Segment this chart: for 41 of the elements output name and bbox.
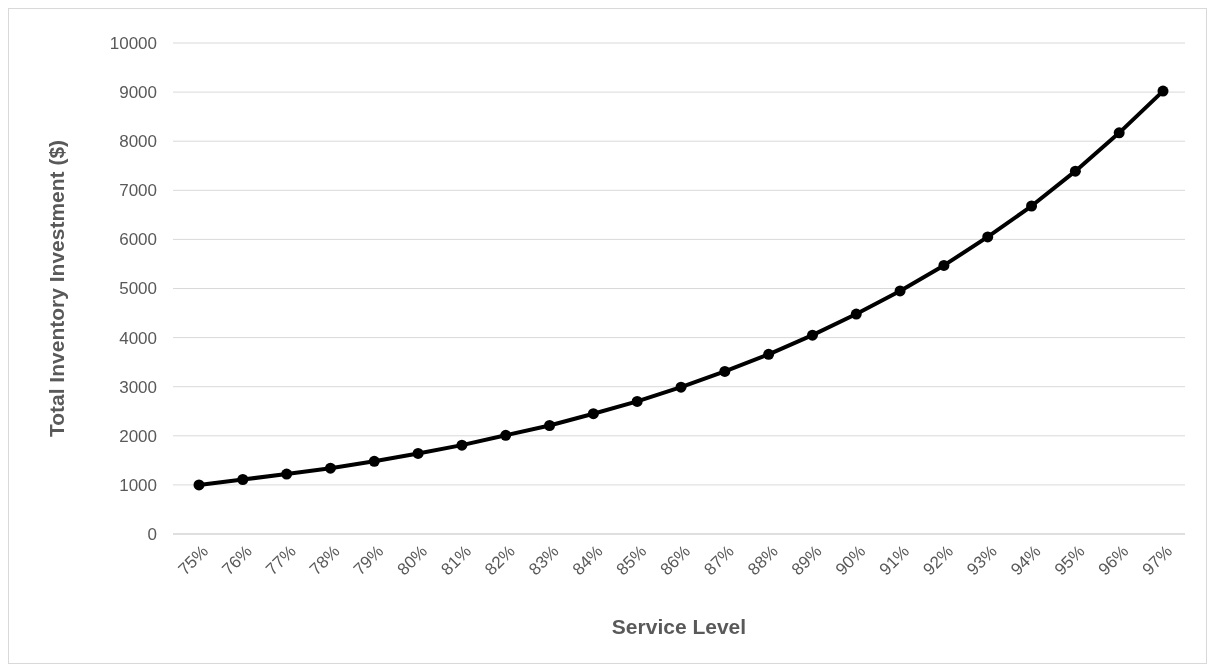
point <box>1026 200 1038 212</box>
y-tick-label: 7000 <box>119 181 157 201</box>
y-tick-label: 0 <box>147 524 157 544</box>
y-tick-label: 8000 <box>119 132 157 152</box>
point <box>587 408 599 420</box>
point <box>675 381 687 393</box>
point <box>631 395 643 407</box>
x-axis-title: Service Level <box>611 615 747 638</box>
point <box>894 285 906 297</box>
y-tick-label: 4000 <box>119 328 157 348</box>
y-tick-label: 1000 <box>119 475 157 495</box>
point <box>193 479 205 491</box>
point <box>456 439 468 451</box>
x-tick-label: 77% <box>262 541 300 580</box>
y-axis-title: Total Inventory Investment ($) <box>45 139 68 438</box>
point <box>281 468 293 480</box>
point <box>1113 127 1125 139</box>
x-tick-label: 79% <box>349 541 388 580</box>
point <box>1069 165 1081 177</box>
point <box>850 308 862 320</box>
point <box>938 259 950 271</box>
point <box>544 419 556 431</box>
point <box>500 429 512 441</box>
point <box>368 455 380 467</box>
point <box>1157 85 1169 97</box>
x-tick-label: 76% <box>218 541 256 580</box>
point <box>719 365 731 377</box>
point <box>982 231 994 243</box>
point <box>763 348 775 360</box>
y-tick-label: 2000 <box>119 426 157 446</box>
y-tick-label: 5000 <box>119 279 157 299</box>
x-tick-label: 75% <box>174 541 213 580</box>
y-tick-label: 3000 <box>119 377 157 397</box>
point <box>324 462 336 474</box>
point <box>806 329 818 341</box>
y-tick-label: 9000 <box>119 83 157 103</box>
point <box>237 474 249 485</box>
point <box>412 447 424 459</box>
x-tick-label: 78% <box>305 541 344 580</box>
y-tick-label: 6000 <box>119 230 157 250</box>
y-tick-label: 10000 <box>109 33 157 53</box>
